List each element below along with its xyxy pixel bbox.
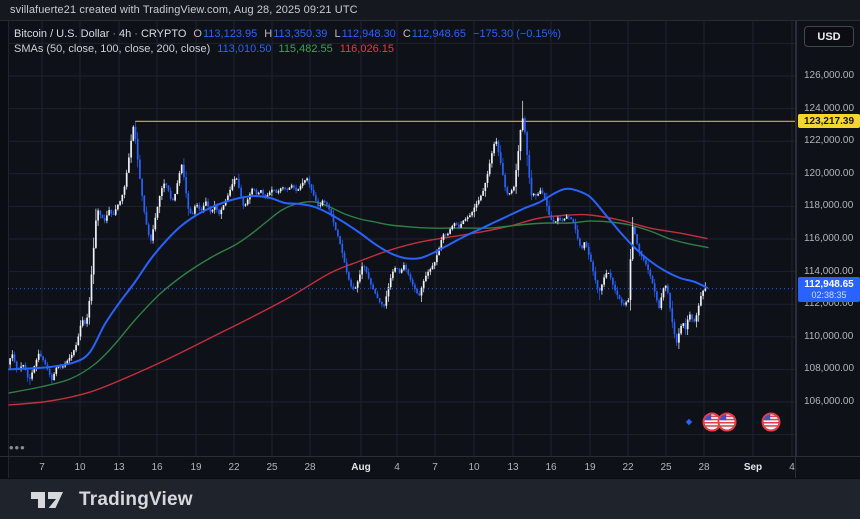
price-axis-label: 116,000.00 <box>804 233 854 244</box>
interval-label: 4h <box>119 28 132 40</box>
time-axis-label: 22 <box>622 462 634 473</box>
ohlc-key: O <box>193 28 202 40</box>
currency-button[interactable]: USD <box>804 26 854 47</box>
time-axis-label: 28 <box>304 462 316 473</box>
ath-price-label: 123,217.39 <box>798 114 860 129</box>
sma-indicator-label: SMAs (50, close, 100, close, 200, close) <box>14 43 211 55</box>
price-axis-label: 108,000.00 <box>804 363 855 375</box>
time-axis-label: 19 <box>584 462 596 473</box>
left-edge-strip <box>0 21 8 478</box>
us-flag-event-icon[interactable] <box>761 412 781 432</box>
legend-sma-row[interactable]: SMAs (50, close, 100, close, 200, close)… <box>14 42 561 57</box>
sma-50-line[interactable] <box>8 187 708 371</box>
attribution-text: svillafuerte21 created with TradingView.… <box>10 4 358 16</box>
event-pointer-icon[interactable] <box>685 418 693 426</box>
sma-100-line[interactable] <box>8 200 709 394</box>
price-axis-label: 114,000.00 <box>804 265 854 277</box>
tradingview-brand-text[interactable]: TradingView <box>79 488 193 510</box>
ohlc-value: 112,948.65 <box>411 28 467 40</box>
candlestick-series[interactable] <box>9 100 707 385</box>
time-axis-label: 25 <box>660 462 672 473</box>
time-axis-label: 13 <box>507 462 519 473</box>
price-axis-label: 106,000.00 <box>804 396 855 407</box>
chart-canvas[interactable] <box>0 21 860 478</box>
more-options-button[interactable]: ••• <box>9 440 26 455</box>
us-flag-event-icon[interactable] <box>717 412 737 432</box>
price-axis-label: 118,000.00 <box>804 200 854 212</box>
time-axis-label: 28 <box>698 462 710 473</box>
event-markers[interactable] <box>685 412 781 432</box>
price-axis[interactable]: USD 126,000.00 124,000.00 122,000.00 120,00… <box>796 21 860 456</box>
price-axis-label: 126,000.00 <box>804 70 855 81</box>
bar-countdown: 02:38:35 <box>811 289 847 300</box>
price-change: −175.30 (−0.15%) <box>473 28 562 40</box>
ohlc-value: 113,123.95 <box>202 28 258 40</box>
chart-legend: Bitcoin / U.S. Dollar · 4h · CRYPTO O113… <box>14 27 561 57</box>
ohlc-key: H <box>264 28 273 40</box>
price-axis-label: 120,000.00 <box>804 167 855 179</box>
symbol-name: Bitcoin / U.S. Dollar <box>14 28 110 40</box>
time-axis-label: 10 <box>468 462 480 473</box>
ohlc-key: L <box>334 28 341 40</box>
footer-bar: TradingView <box>0 478 860 519</box>
time-axis-label: Aug <box>351 462 371 473</box>
time-axis-label: 22 <box>228 462 240 473</box>
time-axis-label: 19 <box>190 462 202 473</box>
price-axis-label: 124,000.00 <box>804 102 855 114</box>
legend-ohlc: O113,123.95 H113,350.39 L112,948.30 C112,94… <box>186 27 466 42</box>
legend-separator: · <box>134 28 138 40</box>
ohlc-key: C <box>402 28 411 40</box>
time-axis[interactable]: 7 10 13 16 19 22 25 28 Aug 4 7 10 13 16 19 22 25 28 Sep 4 <box>0 456 860 479</box>
time-axis-label: 13 <box>113 462 125 473</box>
chart-region: Bitcoin / U.S. Dollar · 4h · CRYPTO O113… <box>0 21 860 478</box>
last-price-label: 112,948.65 02:38:35 <box>798 276 860 302</box>
time-axis-label: 4 <box>394 462 400 473</box>
legend-separator: · <box>112 28 117 40</box>
time-axis-label: 16 <box>151 462 163 473</box>
legend-symbol-row[interactable]: Bitcoin / U.S. Dollar · 4h · CRYPTO O113… <box>14 27 561 42</box>
tradingview-logo-icon[interactable] <box>30 489 70 511</box>
time-axis-label: Sep <box>743 462 763 473</box>
sma-200-line[interactable] <box>8 213 708 406</box>
time-axis-label: 4 <box>789 462 795 473</box>
time-axis-label: 7 <box>432 462 438 473</box>
legend-sma-values: 113,010.50 115,482.55 116,026.15 <box>210 42 394 57</box>
exchange-label: CRYPTO <box>140 28 187 40</box>
time-axis-label: 16 <box>545 462 557 473</box>
attribution-bar: svillafuerte21 created with TradingView.… <box>0 0 860 21</box>
time-axis-label: 7 <box>39 462 45 473</box>
last-price-value: 112,948.65 <box>804 278 854 290</box>
sma-value: 116,026.15 <box>339 43 395 55</box>
sma-value: 113,010.50 <box>217 43 272 55</box>
price-axis-label: 122,000.00 <box>804 135 855 147</box>
price-axis-label: 112,000.00 <box>804 298 854 310</box>
time-axis-label: 25 <box>266 462 278 473</box>
ohlc-value: 113,350.39 <box>273 28 328 40</box>
time-axis-label: 10 <box>74 462 86 473</box>
grid-lines <box>8 21 795 456</box>
us-flag-event-icon[interactable] <box>702 412 722 432</box>
price-axis-label: 110,000.00 <box>804 330 854 342</box>
ohlc-value: 112,948.30 <box>341 28 396 40</box>
sma-value: 115,482.55 <box>278 43 333 55</box>
